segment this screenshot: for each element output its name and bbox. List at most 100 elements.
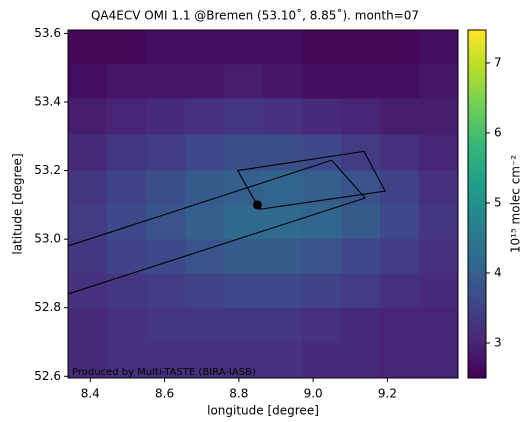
heatmap-cell (380, 307, 420, 343)
heatmap-cell (341, 98, 381, 136)
heatmap-cell (341, 64, 381, 100)
heatmap-cell (185, 170, 225, 206)
x-tick-label: 9.0 (304, 387, 323, 401)
heatmap-cell (224, 204, 264, 240)
heatmap-cell (224, 30, 264, 65)
heatmap-cell (185, 273, 225, 309)
heatmap-cell (224, 170, 264, 206)
heatmap-cell (419, 204, 458, 240)
footprint (68, 159, 367, 295)
x-tick-label: 9.2 (378, 387, 397, 401)
heatmap-cell (302, 204, 342, 240)
heatmap-cell (107, 342, 147, 378)
heatmap-cell (224, 307, 264, 343)
heatmap-cell (68, 134, 108, 172)
heatmap-cell (185, 204, 225, 240)
colorbar-tick-label: 4 (494, 265, 502, 279)
heatmap-cell (68, 64, 108, 100)
heatmap-cell (146, 134, 186, 172)
x-tick-label: 8.6 (155, 387, 174, 401)
heatmap-cell (380, 239, 420, 274)
y-axis-label: latitude [degree] (11, 153, 25, 254)
heatmap-cell (185, 30, 225, 65)
heatmap-cell (68, 170, 108, 206)
heatmap-cell (380, 342, 420, 378)
heatmap-cell (341, 134, 381, 172)
heatmap-cell (263, 64, 303, 100)
heatmap-cell (380, 204, 420, 240)
heatmap-cell (302, 134, 342, 172)
overlay (68, 150, 387, 295)
colorbar-label: 10¹⁵ molec cm⁻² (509, 155, 523, 253)
heatmap-cell (380, 98, 420, 136)
heatmap-cell (302, 342, 342, 378)
heatmap-cell (107, 134, 147, 172)
heatmap-cell (107, 64, 147, 100)
heatmap-cell (380, 170, 420, 206)
y-tick-label: 53.2 (34, 163, 61, 177)
heatmap-cell (419, 134, 458, 172)
heatmap-cell (302, 30, 342, 65)
heatmap-cell (341, 273, 381, 309)
heatmap-cell (263, 204, 303, 240)
heatmap-cell (68, 342, 108, 378)
y-tick-label: 52.8 (34, 300, 61, 314)
heatmap-cell (146, 30, 186, 65)
heatmap-cell (224, 239, 264, 274)
heatmap-cell (146, 273, 186, 309)
heatmap-cell (185, 239, 225, 274)
heatmap-cell (341, 30, 381, 65)
heatmap-cell (146, 170, 186, 206)
heatmap-cell (68, 273, 108, 309)
heatmap-cell (146, 239, 186, 274)
footprint (236, 150, 387, 210)
plot-frame (67, 29, 459, 379)
heatmap-cell (68, 307, 108, 343)
heatmap-cell (302, 170, 342, 206)
y-tick-label: 53.0 (34, 232, 61, 246)
heatmap-cell (68, 204, 108, 240)
colorbar-tick-label: 7 (494, 55, 502, 69)
heatmap-cell (185, 134, 225, 172)
heatmap-cell (146, 204, 186, 240)
heatmap-cell (341, 342, 381, 378)
heatmap-cell (341, 239, 381, 274)
heatmap-cell (224, 134, 264, 172)
heatmap-cell (68, 30, 108, 65)
heatmap-cell (263, 342, 303, 378)
heatmap-cell (224, 342, 264, 378)
heatmap-cell (341, 307, 381, 343)
x-axis-label: longitude [degree] (207, 404, 319, 418)
heatmap-cell (380, 30, 420, 65)
heatmap-cell (419, 98, 458, 136)
heatmap-cell (185, 64, 225, 100)
heatmap-cell (380, 134, 420, 172)
heatmap-cell (419, 342, 458, 378)
heatmap-cell (419, 239, 458, 274)
annotation: Produced by Multi-TASTE (BIRA-IASB) (72, 367, 256, 378)
heatmap-cell (263, 239, 303, 274)
heatmap-cell (146, 98, 186, 136)
heatmap-cell (107, 239, 147, 274)
y-tick-label: 53.4 (34, 95, 61, 109)
heatmap-cell (341, 204, 381, 240)
heatmap-cell (185, 307, 225, 343)
heatmap-cell (68, 98, 108, 136)
colorbar-tick-label: 6 (494, 125, 502, 139)
heatmap-cell (185, 98, 225, 136)
heatmap-cell (419, 307, 458, 343)
heatmap-cell (419, 30, 458, 65)
heatmap-cell (380, 64, 420, 100)
heatmap-cell (107, 307, 147, 343)
heatmap (68, 30, 458, 378)
heatmap-cell (302, 98, 342, 136)
colorbar-tick-label: 3 (494, 335, 502, 349)
heatmap-cell (185, 342, 225, 378)
x-tick-label: 8.8 (229, 387, 248, 401)
heatmap-cell (146, 64, 186, 100)
station-marker (252, 200, 262, 210)
heatmap-cell (107, 30, 147, 65)
chart-title: QA4ECV OMI 1.1 @Bremen (53.10˚, 8.85˚). … (91, 8, 419, 23)
heatmap-cell (263, 98, 303, 136)
